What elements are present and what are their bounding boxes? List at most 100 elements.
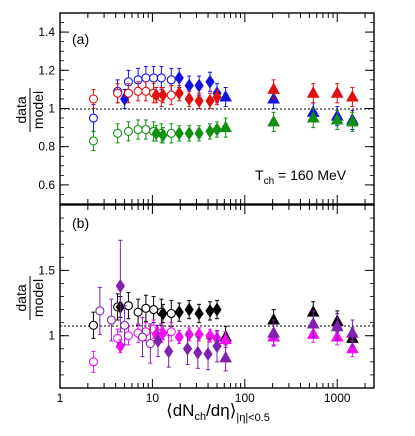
panel-b-data-point bbox=[205, 328, 215, 343]
panel-b-ylabel-denominator: model bbox=[30, 279, 46, 317]
temperature-annotation: Tch = 160 MeV bbox=[255, 167, 347, 187]
panel-b-data-point bbox=[164, 335, 174, 368]
triangle-marker bbox=[306, 111, 320, 123]
diamond-marker bbox=[115, 279, 125, 293]
open-circle-marker bbox=[123, 88, 133, 98]
panel-b-ticks: 11.5 bbox=[38, 205, 374, 388]
diamond-marker bbox=[184, 78, 194, 93]
diamond-marker bbox=[158, 326, 168, 341]
open-circle-marker bbox=[141, 86, 151, 96]
diamond-marker bbox=[194, 126, 204, 141]
diamond-marker bbox=[174, 86, 184, 101]
panel-b-label: (b) bbox=[72, 215, 89, 231]
triangle-marker bbox=[346, 326, 359, 338]
diamond-marker bbox=[184, 327, 194, 342]
panel-b-data-point bbox=[106, 298, 116, 342]
panel-a-marks bbox=[88, 65, 359, 152]
panel-a-data-point bbox=[174, 85, 184, 102]
triangle-marker bbox=[330, 112, 344, 125]
panel-b-data-point bbox=[205, 301, 215, 321]
panel-a-data-point bbox=[267, 111, 280, 132]
triangle-marker bbox=[346, 114, 359, 127]
triangle-marker bbox=[346, 341, 359, 354]
open-circle-marker bbox=[120, 320, 130, 330]
panel-b-ylabel-numerator: data bbox=[13, 284, 29, 311]
panel-b-data-point bbox=[203, 337, 213, 371]
diamond-marker bbox=[158, 128, 168, 143]
panel-a-ytick-label: 1 bbox=[48, 102, 55, 116]
panel-b-data-point bbox=[174, 302, 184, 322]
panel-a-data-point bbox=[267, 79, 280, 100]
open-circle-marker bbox=[145, 339, 155, 349]
panel-b-data-point bbox=[115, 339, 125, 354]
open-circle-marker bbox=[156, 73, 166, 83]
panel-a-data-point bbox=[212, 88, 222, 106]
panel-b-data-point bbox=[88, 311, 98, 339]
panel-a-data-point bbox=[184, 125, 194, 142]
panel-b-data-point bbox=[219, 344, 232, 372]
diamond-marker bbox=[153, 334, 163, 348]
x-axis: 1 10 100 1000 bbox=[57, 391, 351, 405]
open-circle-marker bbox=[166, 75, 176, 85]
diamond-marker bbox=[151, 88, 161, 103]
diamond-marker bbox=[184, 302, 194, 317]
x-tick-label: 100 bbox=[235, 391, 255, 405]
open-circle-marker bbox=[141, 303, 151, 313]
panel-a-data-point bbox=[156, 65, 166, 90]
panel-a-data-point bbox=[141, 119, 151, 140]
panel-b-data-point bbox=[153, 324, 163, 358]
triangle-marker bbox=[219, 332, 232, 345]
open-circle-marker bbox=[166, 90, 176, 100]
open-circle-marker bbox=[133, 124, 143, 135]
panel-a: 0.6 0.8 1 1.2 1.4 (a) Tch = 160 MeV data mod… bbox=[13, 12, 375, 205]
diamond-marker bbox=[212, 339, 222, 354]
panel-a-data-point bbox=[219, 86, 232, 108]
panel-b-data-point bbox=[194, 303, 204, 324]
open-circle-marker bbox=[133, 307, 143, 317]
x-axis-title: ⟨dNch/dη⟩|η|<0.5 bbox=[166, 401, 270, 424]
open-circle-marker bbox=[113, 88, 123, 98]
open-circle-marker bbox=[88, 113, 98, 123]
open-circle-marker bbox=[166, 308, 176, 319]
diamond-marker bbox=[193, 345, 203, 360]
diamond-marker bbox=[205, 124, 215, 139]
panel-b-ytick-label: 1 bbox=[48, 329, 55, 343]
open-circle-marker bbox=[123, 126, 133, 136]
panel-b-data-point bbox=[306, 310, 320, 338]
diamond-marker bbox=[158, 88, 168, 103]
panel-b: 11.5 (b) data model bbox=[13, 204, 375, 389]
diamond-marker bbox=[184, 126, 194, 141]
panel-a-data-point bbox=[113, 123, 123, 144]
panel-b-data-point bbox=[267, 319, 280, 347]
diamond-marker bbox=[194, 78, 204, 93]
panel-a-data-point bbox=[166, 123, 176, 144]
panel-a-data-point bbox=[346, 86, 359, 108]
panel-a-data-point bbox=[205, 92, 215, 109]
diamond-marker bbox=[205, 74, 215, 89]
diamond-marker bbox=[174, 71, 184, 85]
panel-b-data-point bbox=[174, 329, 184, 345]
panel-b-data-point bbox=[330, 312, 344, 341]
panel-a-data-point bbox=[194, 75, 204, 96]
panel-a-data-point bbox=[184, 90, 194, 108]
panel-a-data-point bbox=[158, 86, 168, 104]
panel-a-data-point bbox=[330, 83, 344, 104]
x-tick-label: 10 bbox=[146, 391, 160, 405]
diamond-marker bbox=[205, 93, 215, 108]
open-circle-marker bbox=[137, 332, 147, 342]
panel-a-label: (a) bbox=[72, 31, 89, 47]
panel-a-data-point bbox=[151, 125, 161, 142]
triangle-marker bbox=[267, 326, 280, 338]
diamond-marker bbox=[174, 330, 184, 344]
panel-b-data-point bbox=[184, 299, 194, 320]
triangle-marker bbox=[306, 316, 320, 329]
diamond-marker bbox=[151, 126, 161, 141]
panel-b-data-point bbox=[219, 331, 232, 348]
triangle-marker bbox=[306, 86, 320, 98]
diamond-marker bbox=[203, 347, 213, 361]
diamond-marker bbox=[158, 306, 168, 321]
panel-b-data-point bbox=[182, 332, 193, 365]
panel-a-data-point bbox=[306, 83, 320, 104]
panel-b-data-point bbox=[193, 336, 203, 369]
open-circle-marker bbox=[113, 128, 123, 138]
